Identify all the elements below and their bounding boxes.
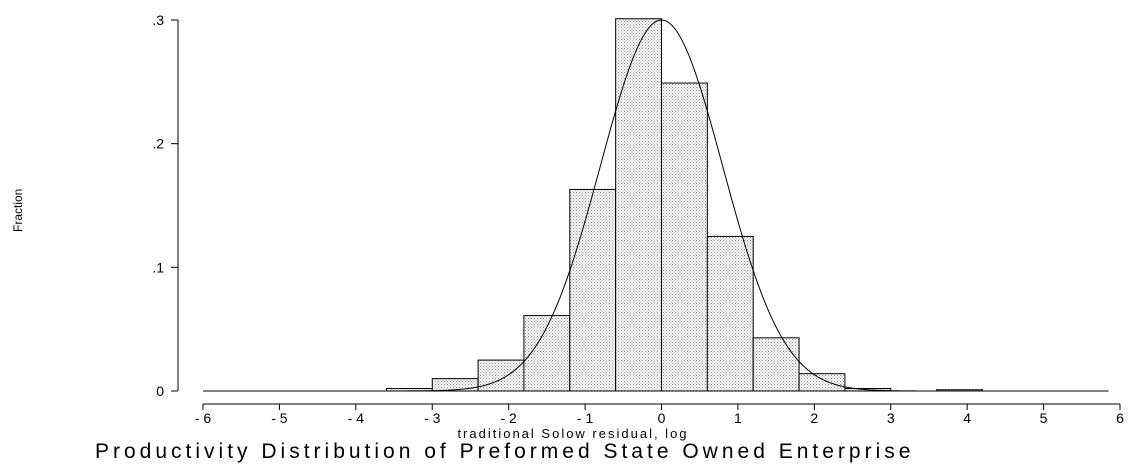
histogram-bar [752, 337, 800, 392]
x-tick-label: - 4 [348, 410, 365, 426]
histogram-bar [615, 18, 663, 392]
x-tick-label: 5 [1040, 410, 1048, 426]
y-tick-label: .1 [152, 259, 164, 275]
histogram-bar [477, 359, 525, 392]
histogram-bar [431, 378, 479, 392]
x-tick-label: 6 [1116, 410, 1124, 426]
y-tick-label: 0 [156, 383, 164, 399]
y-axis: 0 .1 .2 .3 [152, 12, 179, 399]
histogram-chart: 0 .1 .2 .3 - 6 - 5 - 4 - 3 - 2 - 1 0 1 2 3 4 5 6 [152, 12, 1124, 426]
x-axis-label: traditional Solow residual, log [457, 426, 689, 441]
chart-title: Productivity Distribution of Preformed S… [95, 440, 915, 463]
x-tick-label: - 1 [577, 410, 594, 426]
histogram-bar [706, 235, 754, 392]
y-axis-label: Fraction [11, 188, 25, 232]
histogram-bars [385, 18, 983, 392]
x-tick-label: 2 [810, 410, 818, 426]
histogram-bar [661, 82, 708, 392]
y-tick-label: .2 [152, 136, 164, 152]
histogram-bar [569, 188, 617, 392]
x-tick-label: - 3 [424, 410, 441, 426]
x-tick-label: 4 [963, 410, 971, 426]
x-tick-label: - 2 [500, 410, 517, 426]
x-axis: - 6 - 5 - 4 - 3 - 2 - 1 0 1 2 3 4 5 6 [195, 403, 1124, 426]
x-tick-label: - 5 [271, 410, 288, 426]
histogram-bar [798, 373, 846, 392]
x-tick-label: 3 [887, 410, 895, 426]
x-tick-label: 1 [734, 410, 742, 426]
x-tick-label: - 6 [195, 410, 212, 426]
x-tick-label: 0 [658, 410, 666, 426]
y-tick-label: .3 [152, 12, 164, 28]
